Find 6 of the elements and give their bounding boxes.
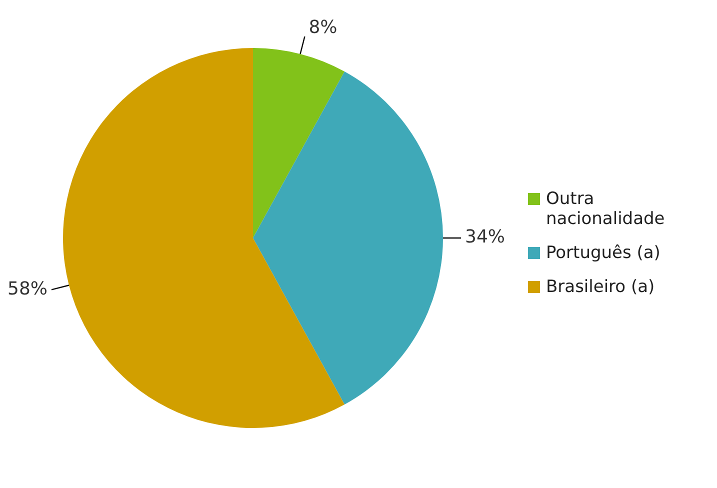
data-label: 58%	[8, 278, 48, 300]
legend-label: Brasileiro (a)	[546, 277, 655, 297]
legend-label: Português (a)	[546, 243, 660, 263]
data-label: 34%	[465, 226, 506, 248]
data-label: 8%	[308, 17, 338, 38]
legend-label: Outra nacionalidade	[546, 189, 666, 229]
